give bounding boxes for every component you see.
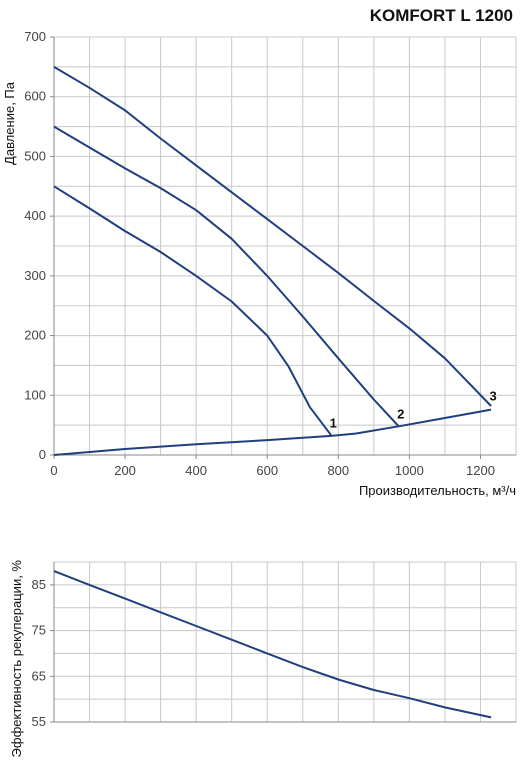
- point-label-2: 2: [397, 406, 404, 421]
- y-tick-label: 600: [24, 89, 46, 104]
- x-tick-label: 1000: [395, 463, 424, 478]
- y-tick-label: 65: [32, 668, 46, 683]
- x-tick-label: 600: [256, 463, 278, 478]
- series-line-1: [53, 66, 492, 407]
- y-tick-label: 400: [24, 208, 46, 223]
- y-tick-label: 300: [24, 268, 46, 283]
- y-tick-label: 85: [32, 577, 46, 592]
- pressure-chart: 0 100 200 300 400 500 600 700 0 200 400 600 800 1000 1…: [2, 29, 517, 498]
- x-tick-label: 1200: [466, 463, 495, 478]
- point-label-1: 1: [330, 415, 337, 430]
- x-tick-label: 200: [114, 463, 136, 478]
- series-line-4: [53, 408, 492, 456]
- x-tick-label: 800: [327, 463, 349, 478]
- y-tick-label: 700: [24, 29, 46, 44]
- efficiency-chart: 55 65 75 85 Эффективность рекуперации, %: [9, 560, 517, 758]
- point-label-3: 3: [490, 388, 497, 403]
- y-tick-label: 55: [32, 714, 46, 729]
- series-line-3: [53, 185, 332, 436]
- y-tick-label: 500: [24, 148, 46, 163]
- x-axis-label: Производительность, м³/ч: [359, 483, 516, 498]
- x-tick-label: 0: [50, 463, 57, 478]
- chart-title: KOMFORT L 1200: [369, 6, 513, 25]
- y-tick-label: 0: [39, 447, 46, 462]
- efficiency-line-1: [53, 570, 492, 719]
- series-line-2: [53, 125, 400, 427]
- y-tick-label: 75: [32, 623, 46, 638]
- y-tick-label: 200: [24, 328, 46, 343]
- y-axis-label: Эффективность рекуперации, %: [9, 560, 24, 758]
- y-axis-label: Давление, Па: [2, 81, 17, 165]
- x-tick-label: 400: [185, 463, 207, 478]
- y-tick-label: 100: [24, 387, 46, 402]
